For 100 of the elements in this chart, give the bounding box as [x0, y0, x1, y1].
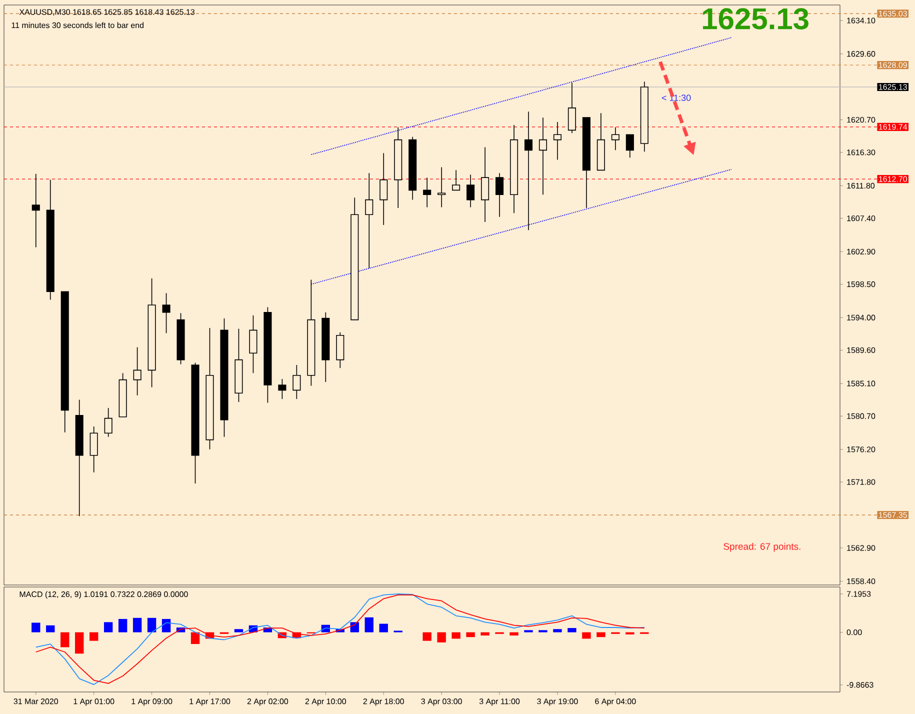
bar [118, 618, 128, 632]
bar [379, 624, 388, 632]
y-tick-label: 1571.80 [847, 479, 876, 485]
candlestick [75, 399, 84, 516]
x-tick-label: 3 Apr 03:00 [421, 698, 462, 706]
x-tick-label: 31 Mar 2020 [14, 698, 58, 704]
y-tick-label: 1634.10 [847, 18, 876, 24]
candlestick [553, 122, 562, 160]
candlestick [206, 328, 214, 450]
candlestick [292, 364, 301, 400]
bar [553, 629, 562, 632]
candlestick [495, 172, 504, 218]
bar [46, 625, 55, 632]
annotation: Spread: 67 points. [724, 542, 800, 552]
candlestick [568, 82, 576, 134]
annotation: 11 minutes 30 seconds left to bar end [12, 22, 144, 28]
candlestick [524, 111, 533, 231]
ref-line-label: 1567.35 [879, 512, 907, 518]
candlestick [104, 408, 112, 438]
x-tick-label: 1 Apr 17:00 [190, 698, 230, 706]
candlestick [234, 328, 243, 402]
ref-line-label: 1612.70 [879, 176, 908, 182]
candlestick [466, 174, 475, 208]
y-tick-label: 1589.60 [847, 347, 876, 353]
candlestick [640, 81, 648, 152]
candlestick [322, 312, 330, 382]
candlestick [626, 134, 634, 158]
x-tick-label: 1 Apr 01:00 [74, 698, 114, 706]
bar [452, 632, 460, 639]
chart-title: XAUUSD,M30 1618.65 1625.85 1618.43 1625.13 [19, 9, 195, 16]
bar [32, 622, 40, 632]
y-tick-label: 1611.80 [847, 182, 875, 189]
candlestick [278, 378, 286, 400]
bar [437, 632, 446, 642]
candlestick [582, 117, 590, 208]
candlestick [60, 291, 69, 433]
bar [596, 632, 606, 638]
annotation: 1625.13 [702, 8, 808, 30]
y-tick-label: 1558.40 [847, 578, 876, 584]
ref-line-label: 1625.13 [879, 84, 907, 90]
bar [147, 618, 156, 632]
candlestick [481, 146, 490, 222]
y-tick-label: 0.00 [846, 629, 862, 636]
bar [364, 617, 374, 632]
candlestick [90, 426, 98, 473]
bar [510, 632, 518, 636]
y-tick-label: 1576.20 [847, 446, 876, 452]
x-tick-label: 6 Apr 04:00 [595, 698, 636, 706]
candlestick [380, 152, 388, 226]
x-tick-label: 3 Apr 19:00 [537, 698, 578, 706]
bar [466, 632, 475, 638]
candlestick [307, 279, 316, 386]
candlestick [408, 136, 417, 200]
candlestick [249, 314, 258, 374]
bar [60, 632, 70, 648]
bar [480, 632, 490, 636]
candlestick [394, 126, 402, 208]
candlestick [264, 306, 272, 404]
candlestick [176, 312, 185, 365]
bar [89, 632, 98, 641]
ref-line-label: 1635.03 [879, 10, 907, 16]
chart-title: MACD (12, 26, 9) 1.0191 0.7322 0.2869 0.0000 [20, 591, 188, 599]
ref-line-label: 1619.74 [879, 124, 908, 130]
y-tick-label: 1629.60 [847, 51, 876, 57]
y-tick-label: 1598.50 [847, 281, 876, 288]
candlestick [191, 362, 200, 484]
candlestick [596, 112, 605, 171]
x-tick-label: 2 Apr 18:00 [363, 698, 404, 706]
bar [234, 629, 244, 632]
x-tick-label: 3 Apr 11:00 [479, 698, 520, 706]
x-tick-label: 1 Apr 09:00 [132, 698, 172, 706]
bar [422, 632, 432, 641]
y-tick-label: 1620.70 [847, 116, 876, 123]
candlestick [538, 117, 548, 196]
candlestick [438, 166, 446, 208]
y-tick-label: 1585.10 [847, 380, 876, 386]
y-tick-label: -9.8663 [846, 682, 874, 688]
y-tick-label: 1616.30 [847, 150, 876, 156]
y-tick-label: 1580.70 [847, 413, 876, 419]
y-tick-label: 1607.40 [847, 215, 876, 222]
y-tick-label: 1602.90 [847, 248, 876, 254]
candlestick [611, 126, 620, 151]
candlestick [46, 179, 54, 300]
candlestick [148, 278, 156, 388]
candlestick [32, 173, 40, 248]
candlestick [336, 332, 344, 368]
candlestick [365, 172, 374, 268]
candlestick [452, 170, 460, 191]
bar [132, 618, 142, 632]
bar [75, 632, 84, 654]
candlestick [162, 292, 170, 334]
x-tick-label: 2 Apr 10:00 [305, 698, 346, 706]
candlestick [220, 318, 228, 438]
bar [104, 622, 113, 632]
bar [162, 618, 171, 632]
candlestick [423, 177, 432, 208]
x-tick-label: 2 Apr 02:00 [247, 698, 288, 706]
bar [190, 632, 200, 644]
bar [582, 632, 591, 639]
candlestick [350, 197, 359, 320]
